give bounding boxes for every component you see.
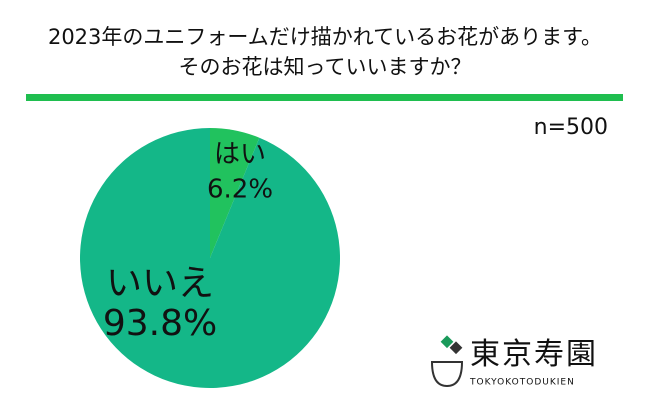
logo-icon — [430, 361, 464, 388]
annotation: n=500 — [534, 115, 608, 140]
logo-icon — [449, 341, 463, 355]
slice-label: いいえ — [106, 263, 214, 304]
title-rule — [26, 94, 623, 101]
chart-title: そのお花は知っていいますか？ — [179, 55, 472, 79]
value-label: 6.2% — [207, 175, 273, 205]
pie-slice — [210, 128, 260, 258]
logo-romaji: TOKYOKOTODUKIEN — [469, 378, 575, 388]
slice-label: はい — [214, 140, 266, 170]
value-label: 93.8% — [103, 303, 217, 344]
logo-icon — [440, 335, 454, 349]
logo: 東京寿園 TOKYOKOTODUKIEN — [430, 335, 598, 388]
logo-name: 東京寿園 — [470, 337, 598, 372]
chart-title: 2023年のユニフォームだけ描かれているお花があります。 — [48, 25, 602, 49]
pie-slice — [80, 128, 340, 388]
